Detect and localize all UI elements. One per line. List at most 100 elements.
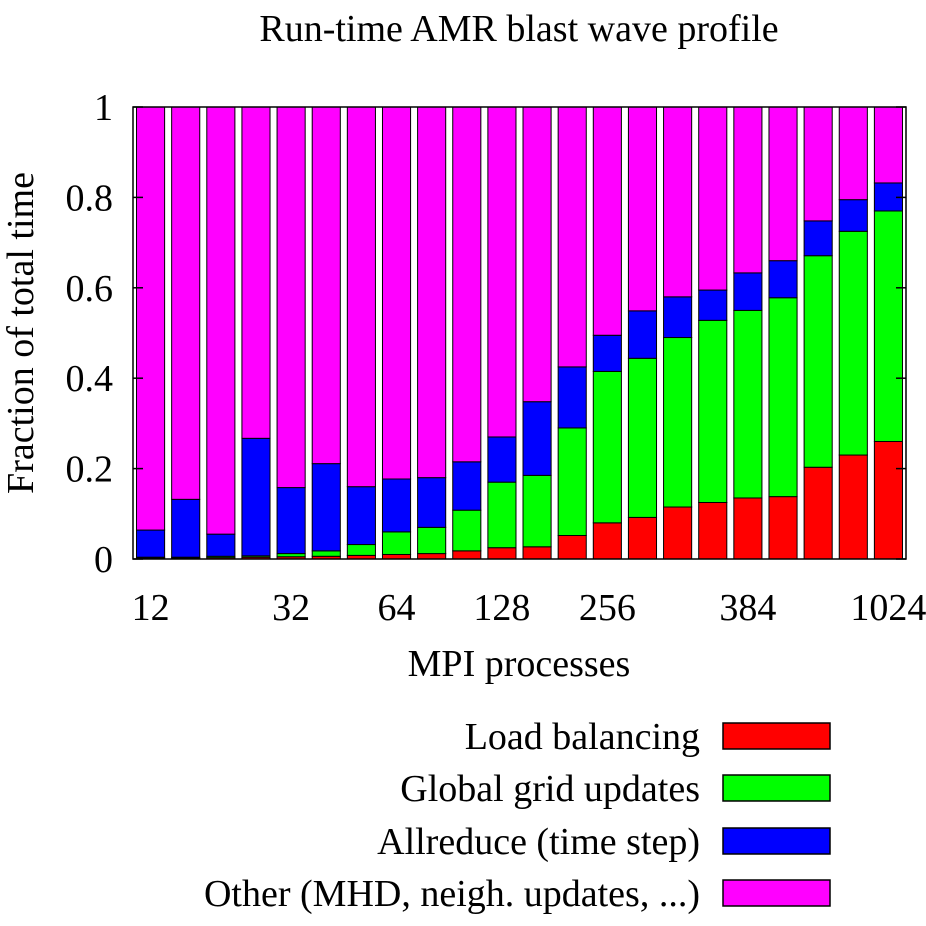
y-axis-label: Fraction of total time xyxy=(0,172,42,494)
legend-swatch xyxy=(722,722,831,750)
x-tick-label: 256 xyxy=(579,587,636,629)
bar-segment-other-14 xyxy=(627,106,658,312)
bar-segment-allreduce-1 xyxy=(171,498,201,558)
bar-segment-load-12 xyxy=(557,535,587,560)
legend-swatch xyxy=(722,879,831,907)
bar-segment-load-14 xyxy=(627,516,658,560)
plot-frame xyxy=(132,106,907,560)
bar-segment-global-10 xyxy=(487,481,517,549)
x-axis-label: MPI processes xyxy=(408,643,631,685)
bar-segment-other-17 xyxy=(733,106,763,274)
x-tick-label: 128 xyxy=(473,587,530,629)
chart-title: Run-time AMR blast wave profile xyxy=(259,8,778,50)
bar-segment-allreduce-5 xyxy=(311,463,341,552)
bar-segment-global-5 xyxy=(311,550,341,557)
bar-segment-allreduce-4 xyxy=(276,487,306,555)
legend-swatch xyxy=(722,774,831,802)
bar-segment-other-1 xyxy=(171,106,201,500)
bar-segment-other-7 xyxy=(381,106,412,480)
legend-label: Allreduce (time step) xyxy=(377,821,700,863)
bar-segment-load-15 xyxy=(663,506,693,560)
bar-segment-load-17 xyxy=(733,497,763,560)
bar-segment-global-18 xyxy=(768,297,798,498)
bar-segment-allreduce-14 xyxy=(627,310,658,359)
bar-segment-load-20 xyxy=(838,454,868,560)
bar-segment-load-9 xyxy=(452,550,482,560)
bar-segment-other-9 xyxy=(452,106,482,463)
bar-segment-load-13 xyxy=(592,522,622,560)
bar-segment-global-17 xyxy=(733,309,763,499)
bar-segment-allreduce-18 xyxy=(768,260,798,299)
bar-segment-global-6 xyxy=(346,544,376,556)
bar-segment-other-15 xyxy=(663,106,693,298)
y-tick-label: 0.4 xyxy=(66,358,114,400)
bar-segment-global-12 xyxy=(557,427,587,537)
bar-segment-allreduce-8 xyxy=(417,477,447,528)
bar-segment-other-8 xyxy=(417,106,447,479)
bar-segment-load-18 xyxy=(768,496,798,560)
bar-segment-other-6 xyxy=(346,106,376,488)
bar-segment-other-18 xyxy=(768,106,798,262)
bar-segment-other-12 xyxy=(557,106,587,368)
bar-segment-allreduce-2 xyxy=(206,533,236,557)
bar-segment-other-3 xyxy=(241,106,271,439)
bar-segment-global-19 xyxy=(803,255,833,468)
bar-segment-other-20 xyxy=(838,106,868,201)
y-tick-label: 0.2 xyxy=(66,449,114,491)
y-tick-label: 1 xyxy=(94,87,113,129)
bar-segment-allreduce-9 xyxy=(452,461,482,511)
x-tick-label: 384 xyxy=(719,587,776,629)
bar-segment-global-20 xyxy=(838,230,868,456)
bar-segment-global-7 xyxy=(381,531,412,555)
bar-segment-allreduce-12 xyxy=(557,366,587,429)
y-tick-label: 0.8 xyxy=(66,177,114,219)
bar-segment-allreduce-10 xyxy=(487,436,517,483)
bar-segment-allreduce-3 xyxy=(241,437,271,557)
bar-segment-load-19 xyxy=(803,466,833,560)
bar-segment-other-0 xyxy=(136,106,166,531)
bar-segment-other-21 xyxy=(873,106,903,184)
bar-segment-other-11 xyxy=(522,106,552,403)
bar-segment-global-14 xyxy=(627,357,658,518)
bar-segment-load-21 xyxy=(873,440,903,560)
legend-swatch xyxy=(722,827,831,855)
bar-segment-global-16 xyxy=(698,319,728,503)
bar-segment-allreduce-17 xyxy=(733,272,763,311)
y-tick-label: 0 xyxy=(94,539,113,581)
bar-segment-global-9 xyxy=(452,509,482,552)
x-tick-label: 64 xyxy=(378,587,416,629)
bar-segment-load-11 xyxy=(522,546,552,560)
bar-segment-allreduce-19 xyxy=(803,220,833,257)
bar-segment-load-10 xyxy=(487,547,517,560)
y-tick-label: 0.6 xyxy=(66,268,114,310)
bar-segment-allreduce-16 xyxy=(698,289,728,321)
bar-segment-allreduce-0 xyxy=(136,529,166,558)
bar-segment-global-15 xyxy=(663,337,693,508)
bar-segment-global-11 xyxy=(522,474,552,548)
bar-segment-load-16 xyxy=(698,502,728,560)
bar-segment-other-19 xyxy=(803,106,833,222)
x-tick-label: 1024 xyxy=(850,587,926,629)
legend-label: Load balancing xyxy=(465,716,700,758)
bar-segment-other-2 xyxy=(206,106,236,535)
bar-segment-allreduce-15 xyxy=(663,296,693,339)
bar-segment-global-13 xyxy=(592,370,622,524)
bar-segment-other-13 xyxy=(592,106,622,336)
x-tick-label: 32 xyxy=(272,587,310,629)
x-tick-label: 12 xyxy=(132,587,170,629)
bar-segment-allreduce-20 xyxy=(838,199,868,232)
bar-segment-global-8 xyxy=(417,526,447,555)
bar-segment-other-16 xyxy=(698,106,728,291)
bar-segment-other-10 xyxy=(487,106,517,438)
legend: Load balancing Global grid updates Allredu… xyxy=(204,716,831,915)
bar-segment-allreduce-11 xyxy=(522,401,552,476)
legend-label: Other (MHD, neigh. updates, ...) xyxy=(204,873,700,915)
legend-label: Global grid updates xyxy=(400,768,700,810)
bar-segment-other-4 xyxy=(276,106,306,489)
bar-segment-load-8 xyxy=(417,553,447,560)
bar-segment-allreduce-7 xyxy=(381,478,412,533)
bar-segment-allreduce-13 xyxy=(592,334,622,372)
bar-segment-allreduce-6 xyxy=(346,486,376,546)
bar-segment-global-21 xyxy=(873,210,903,442)
